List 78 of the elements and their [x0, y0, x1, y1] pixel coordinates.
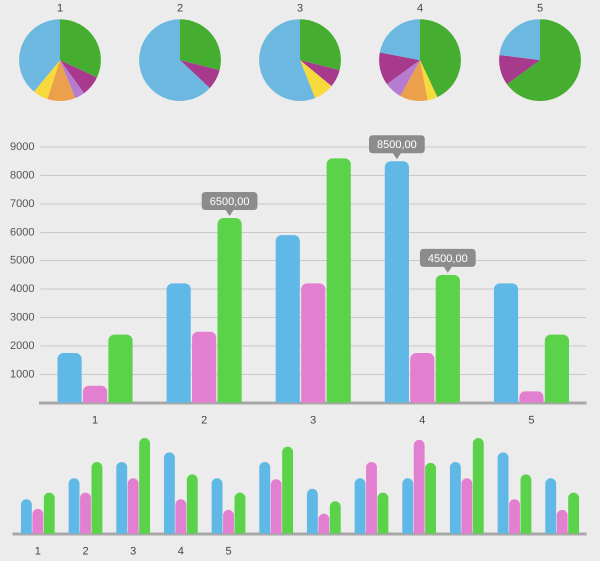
bar: [192, 332, 216, 403]
bar: [166, 283, 191, 403]
bar: [306, 488, 318, 534]
bar: [509, 499, 520, 534]
bar: [212, 478, 222, 534]
x-tick-label: 4: [419, 414, 426, 426]
y-tick-label: 3000: [10, 312, 34, 324]
bar: [414, 440, 425, 534]
bar: [276, 235, 300, 403]
bar: [461, 478, 472, 534]
bar: [68, 478, 80, 534]
bar: [234, 492, 246, 534]
chart-title: 5: [536, 2, 544, 15]
x-tick-label: 5: [528, 414, 535, 426]
bar: [520, 474, 532, 534]
bar: [450, 462, 461, 534]
bar: [259, 462, 270, 534]
bar: [223, 510, 234, 534]
bar: [282, 446, 294, 534]
bar: [44, 492, 55, 534]
bar: [301, 283, 326, 403]
bar: [92, 462, 102, 534]
bar: [494, 283, 518, 403]
x-tick-label: 2: [82, 545, 89, 558]
bar: [318, 514, 330, 534]
bar: [556, 510, 568, 534]
chart-title: 3: [296, 2, 304, 15]
bar: [354, 478, 366, 534]
bar: [425, 462, 436, 534]
bar: [326, 158, 351, 403]
bar: [186, 474, 198, 534]
y-tick-label: 9000: [10, 141, 34, 154]
bar: [366, 462, 377, 534]
bar: [498, 452, 508, 534]
bar: [402, 478, 414, 534]
bar: [128, 478, 139, 534]
x-tick-label: 1: [34, 545, 41, 558]
bar: [32, 508, 44, 534]
bar: [139, 438, 150, 534]
y-tick-label: 7000: [10, 198, 34, 210]
y-tick-label: 4000: [10, 283, 34, 296]
x-tick-label: 3: [310, 414, 316, 426]
bar: [80, 492, 91, 534]
data-label: 6500,00: [210, 196, 250, 208]
y-tick-label: 2000: [10, 340, 34, 352]
bar: [378, 492, 388, 534]
bar: [270, 479, 282, 534]
bar: [57, 353, 82, 403]
x-tick-label: 1: [92, 414, 98, 426]
x-tick-label: 2: [201, 414, 208, 426]
x-tick-label: 3: [130, 545, 136, 558]
bar: [544, 334, 569, 403]
bar: [175, 499, 186, 534]
data-label: 4500,00: [428, 252, 468, 265]
bar: [108, 334, 133, 403]
bar: [82, 386, 108, 403]
bar: [436, 274, 460, 403]
x-tick-label: 4: [178, 545, 184, 558]
x-tick-label: 5: [225, 545, 232, 558]
bar: [545, 478, 556, 534]
bar: [116, 462, 128, 534]
bar: [519, 391, 544, 403]
y-tick-label: 1000: [10, 368, 34, 380]
bar: [472, 438, 484, 534]
bar: [164, 452, 175, 534]
bar: [384, 161, 409, 403]
chart-title: 4: [416, 2, 424, 15]
y-tick-label: 8000: [10, 169, 34, 182]
y-tick-label: 5000: [10, 254, 34, 267]
chart-title: 1: [56, 2, 64, 15]
bar: [20, 499, 32, 534]
chart-title: 2: [176, 2, 184, 15]
bar: [217, 218, 242, 403]
bar: [410, 353, 434, 403]
y-tick-label: 6000: [10, 226, 34, 238]
data-label: 8500,00: [377, 139, 417, 152]
bar: [330, 501, 341, 534]
bar: [568, 492, 580, 534]
